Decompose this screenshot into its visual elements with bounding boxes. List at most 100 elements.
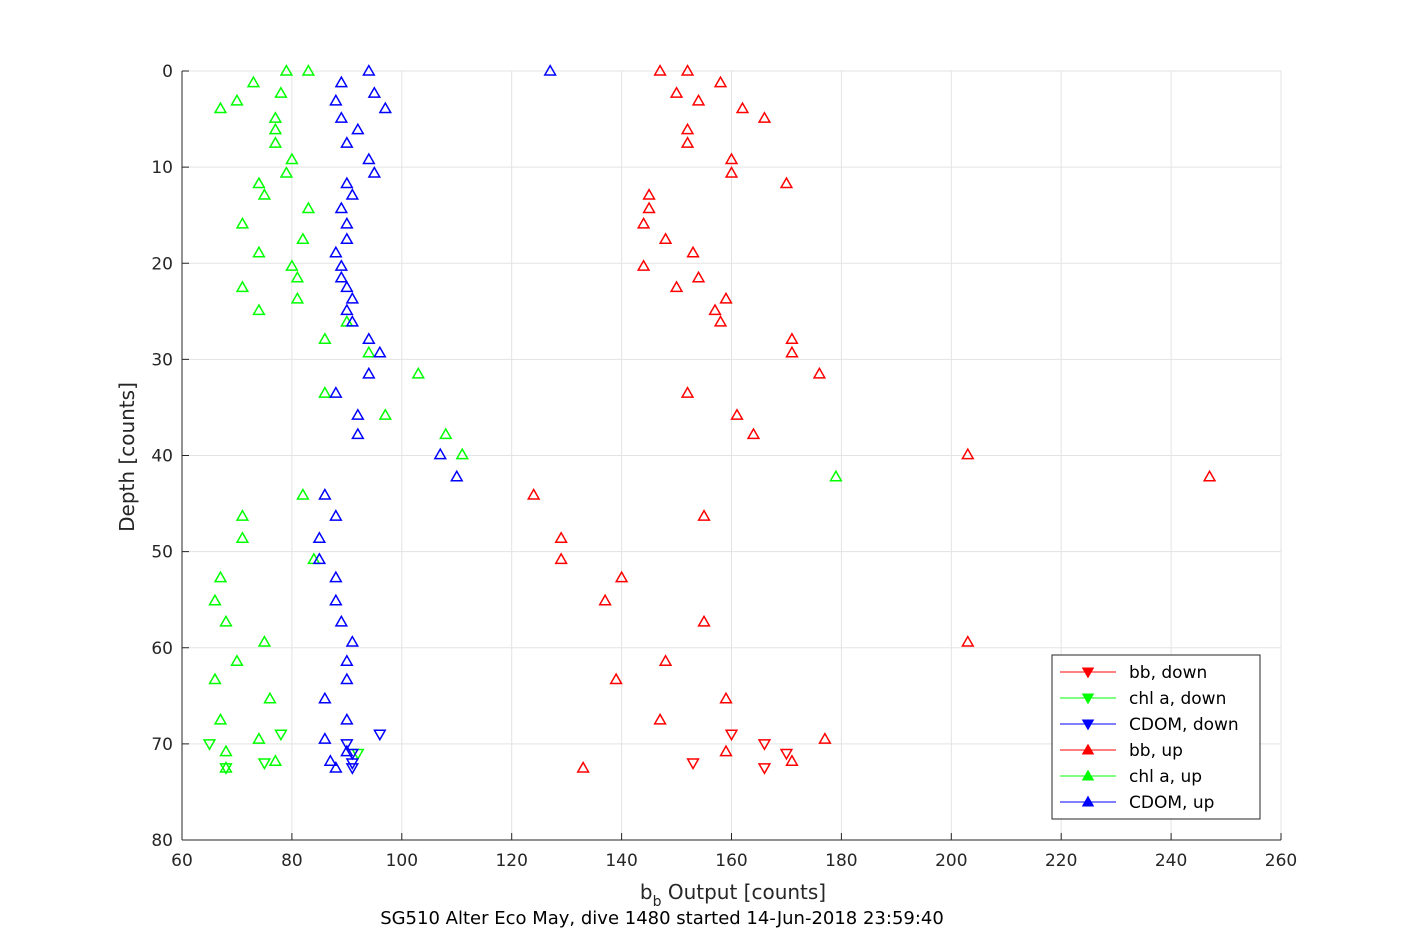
point-cdom-up [340, 136, 354, 148]
point-bb-up [697, 509, 711, 521]
point-chl-a-up [235, 509, 250, 521]
legend[interactable]: bb, down chl a, down CDOM, down bb, up chl a… [1051, 654, 1261, 820]
point-chl-a-up [257, 188, 272, 200]
y-tick-label: 30 [151, 350, 173, 370]
x-tick-label: 180 [825, 851, 857, 871]
point-chl-a-up [257, 635, 272, 647]
x-tick-label: 100 [386, 851, 418, 871]
point-bb-up [653, 712, 667, 725]
point-cdom-up [362, 64, 376, 76]
point-cdom-up [334, 259, 349, 271]
point-cdom-up [334, 75, 349, 88]
x-axis-label: bb Output [counts] [640, 880, 826, 910]
point-bb-up [642, 201, 656, 214]
point-cdom-up [318, 691, 332, 704]
point-bb-up [961, 635, 975, 647]
chart-title: SG510 Alter Eco May, dive 1480 started 1… [380, 908, 944, 929]
point-bb-up [680, 136, 695, 148]
point-bb-up [680, 64, 695, 76]
x-tick-label: 120 [495, 851, 527, 871]
point-chl-a-down [257, 758, 272, 771]
legend-marker-chl-a-up [1081, 769, 1095, 781]
point-cdom-up [378, 101, 393, 114]
legend-marker-chl-a-down [1081, 693, 1095, 705]
y-tick-label: 40 [151, 447, 173, 467]
point-bb-up [719, 744, 733, 757]
legend-box [1051, 654, 1261, 820]
point-chl-a-down [274, 729, 288, 742]
x-tick-label: 240 [1155, 851, 1187, 871]
point-bb-up [730, 408, 744, 420]
point-chl-a-up [252, 732, 266, 744]
point-cdom-up [340, 216, 354, 229]
point-cdom-up [433, 447, 447, 460]
point-chl-a-up [263, 691, 277, 704]
point-cdom-up [367, 86, 382, 98]
point-bb-up [757, 111, 772, 123]
point-cdom-up [345, 635, 360, 647]
point-bb-up [724, 165, 739, 178]
point-cdom-up [340, 744, 354, 757]
point-cdom-down [373, 729, 387, 742]
point-cdom-down [345, 748, 360, 761]
point-bb-up [658, 654, 673, 667]
legend-marker-bb-up [1081, 743, 1095, 755]
point-chl-a-up [219, 614, 233, 627]
x-tick-label: 60 [171, 851, 193, 871]
point-cdom-up [340, 712, 354, 725]
point-cdom-up [329, 245, 343, 258]
point-chl-a-up [439, 427, 453, 440]
y-tick-label: 0 [162, 62, 173, 82]
point-bb-up [576, 760, 590, 773]
x-tick-label: 220 [1045, 851, 1077, 871]
point-chl-a-up [219, 744, 233, 757]
point-bb-up [818, 732, 832, 744]
x-axis-label-rest: Output [counts] [661, 880, 826, 904]
point-bb-up [1202, 469, 1217, 482]
legend-label-cdom-down: CDOM, down [1129, 715, 1239, 735]
point-chl-a-up [208, 672, 222, 685]
point-chl-a-up [268, 111, 283, 123]
point-bb-up [713, 314, 728, 327]
x-tick-label: 200 [935, 851, 967, 871]
point-cdom-up [362, 332, 376, 344]
x-tick-label: 260 [1265, 851, 1297, 871]
point-chl-a-up [290, 270, 305, 283]
point-bb-up [785, 754, 799, 766]
point-cdom-up [318, 732, 332, 744]
point-bb-up [636, 216, 651, 229]
point-cdom-up [312, 531, 327, 543]
point-cdom-up [340, 176, 354, 189]
y-tick-label: 20 [151, 254, 173, 274]
point-bb-up [713, 75, 728, 88]
axes [181, 70, 1282, 841]
point-cdom-up [543, 64, 557, 76]
point-bb-up [653, 64, 667, 76]
point-chl-a-up [268, 122, 283, 135]
point-cdom-down [345, 763, 360, 775]
point-cdom-up [329, 386, 343, 398]
point-cdom-up [334, 201, 349, 214]
point-cdom-up [329, 93, 343, 106]
legend-label-chl-a-up: chl a, up [1129, 767, 1202, 787]
point-bb-up [719, 691, 733, 704]
point-bb-up [658, 232, 673, 245]
point-cdom-up [329, 509, 343, 521]
point-cdom-up [334, 111, 349, 123]
point-bb-up [554, 552, 568, 565]
x-tick-label: 160 [715, 851, 747, 871]
point-bb-up [697, 614, 711, 627]
point-bb-up [554, 531, 568, 543]
legend-label-bb-up: bb, up [1129, 741, 1183, 761]
point-cdom-up [340, 232, 354, 245]
y-tick-label: 60 [151, 639, 173, 659]
point-bb-up [691, 270, 706, 283]
point-bb-down [779, 748, 794, 761]
point-chl-a-up [829, 469, 843, 482]
point-chl-a-up [279, 64, 294, 76]
point-cdom-up [329, 593, 343, 606]
legend-marker-cdom-up [1081, 795, 1095, 807]
point-chl-a-up [230, 654, 244, 667]
point-chl-a-up [285, 152, 299, 165]
